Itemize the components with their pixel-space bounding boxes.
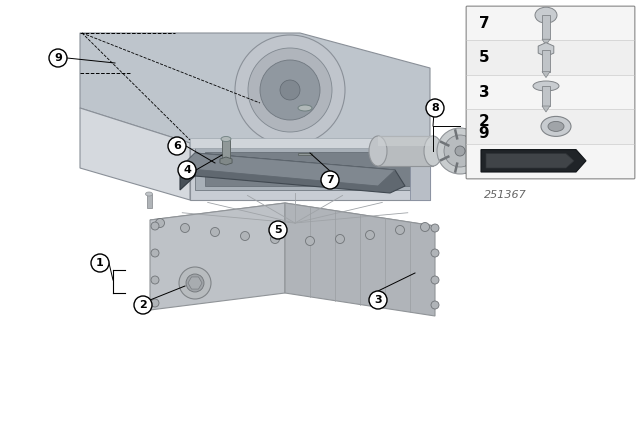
Ellipse shape [541,116,571,136]
Circle shape [168,137,186,155]
Text: 5: 5 [479,50,490,65]
Polygon shape [150,203,285,310]
Text: 5: 5 [274,225,282,235]
Text: 9: 9 [479,126,490,141]
Circle shape [211,228,220,237]
Circle shape [444,135,476,167]
Text: 2: 2 [479,114,490,129]
Circle shape [235,35,345,145]
Circle shape [305,237,314,246]
Polygon shape [410,143,430,200]
Ellipse shape [424,136,442,166]
Text: 251367: 251367 [484,190,526,200]
Polygon shape [205,152,410,186]
Circle shape [369,291,387,309]
Circle shape [431,301,439,309]
Text: 4: 4 [183,165,191,175]
Polygon shape [150,203,435,243]
Bar [378,136,433,166]
Polygon shape [180,153,395,186]
Circle shape [180,224,189,233]
Polygon shape [190,143,430,200]
Bar [378,136,433,146]
Bar [466,6,634,178]
Circle shape [321,171,339,189]
Polygon shape [180,153,195,190]
Ellipse shape [298,105,312,111]
Bar [542,50,550,72]
Bar [466,6,634,40]
Circle shape [248,48,332,132]
Polygon shape [195,148,420,190]
Ellipse shape [535,7,557,23]
Circle shape [260,60,320,120]
Text: 1: 1 [96,258,104,268]
Bar [147,194,152,208]
Circle shape [396,225,404,234]
Polygon shape [80,33,430,143]
Text: 6: 6 [173,141,181,151]
Circle shape [431,224,439,232]
Text: 7: 7 [479,16,490,31]
Circle shape [241,232,250,241]
Polygon shape [285,203,435,316]
Ellipse shape [533,81,559,91]
Ellipse shape [145,192,152,196]
Bar [542,86,550,106]
Ellipse shape [369,136,387,166]
Polygon shape [542,39,550,45]
Polygon shape [188,277,202,289]
Circle shape [437,128,483,174]
Circle shape [156,219,164,228]
Circle shape [151,276,159,284]
Circle shape [49,49,67,67]
Circle shape [269,221,287,239]
Bar [466,75,634,109]
Polygon shape [481,150,586,172]
Circle shape [151,222,159,230]
Circle shape [431,249,439,257]
Circle shape [280,80,300,100]
Ellipse shape [221,137,231,142]
Text: 3: 3 [374,295,382,305]
Polygon shape [220,157,232,165]
Circle shape [186,274,204,292]
Circle shape [134,296,152,314]
Ellipse shape [548,121,564,131]
Circle shape [420,223,429,232]
Bar [466,40,634,75]
Circle shape [179,267,211,299]
Circle shape [455,146,465,156]
Bar [298,153,312,155]
Circle shape [426,99,444,117]
Polygon shape [80,108,190,200]
Circle shape [365,231,374,240]
Bar [466,109,634,144]
Bar [190,138,420,148]
Polygon shape [538,43,554,56]
Circle shape [178,161,196,179]
Text: 9: 9 [54,53,62,63]
Polygon shape [542,72,550,78]
Circle shape [271,234,280,244]
Polygon shape [542,106,550,112]
Circle shape [151,249,159,257]
Polygon shape [195,153,405,193]
Text: 2: 2 [139,300,147,310]
Circle shape [91,254,109,272]
Bar [222,139,230,161]
Bar [466,144,634,178]
Circle shape [431,276,439,284]
Text: 7: 7 [326,175,334,185]
Circle shape [151,299,159,307]
Circle shape [335,234,344,244]
Text: 8: 8 [431,103,439,113]
Bar [542,15,550,39]
Polygon shape [486,154,574,168]
Text: 3: 3 [479,85,490,99]
